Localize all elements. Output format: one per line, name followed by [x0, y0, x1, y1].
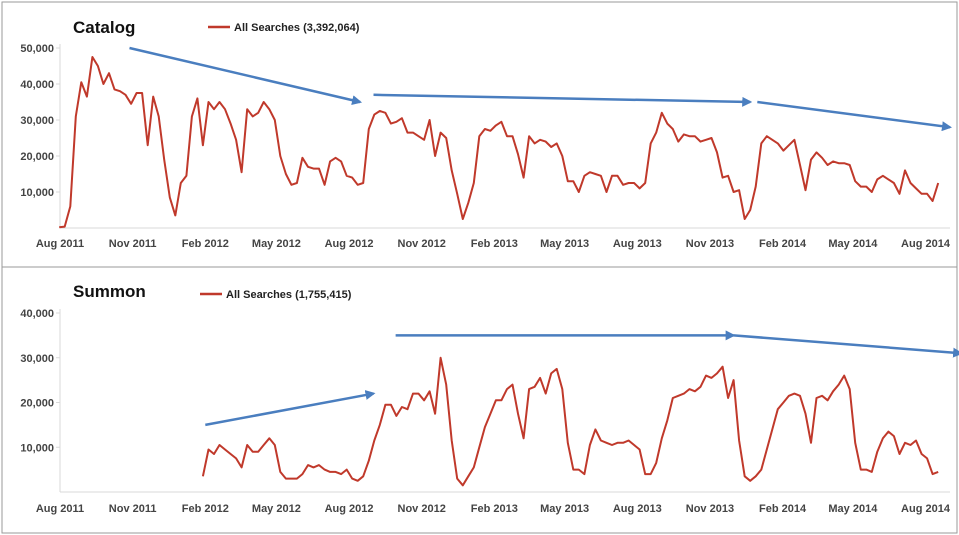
series-line — [201, 356, 939, 487]
x-tick-label: May 2013 — [540, 503, 589, 515]
x-tick-label: Nov 2013 — [686, 238, 734, 250]
x-tick-label: May 2014 — [828, 503, 878, 515]
y-tick-label: 20,000 — [20, 398, 54, 410]
y-tick-label: 10,000 — [20, 187, 54, 199]
x-tick-label: Feb 2014 — [759, 238, 807, 250]
x-tick-label: Nov 2013 — [686, 503, 734, 515]
x-tick-label: Nov 2012 — [398, 503, 446, 515]
y-tick-label: 20,000 — [20, 151, 54, 163]
x-tick-label: Nov 2011 — [109, 238, 157, 250]
legend-label: All Searches (3,392,064) — [234, 22, 360, 34]
x-tick-label: Aug 2013 — [613, 503, 662, 515]
trend-arrow — [373, 93, 753, 107]
trend-arrow — [733, 334, 959, 358]
x-tick-label: Feb 2012 — [182, 503, 229, 515]
x-tick-label: Aug 2011 — [36, 503, 84, 515]
y-tick-label: 10,000 — [20, 442, 54, 454]
trend-arrow — [757, 100, 952, 132]
x-tick-label: May 2014 — [828, 238, 878, 250]
x-tick-label: Feb 2013 — [471, 503, 518, 515]
x-tick-label: Aug 2014 — [901, 503, 951, 515]
series-line — [59, 56, 940, 229]
x-tick-label: Nov 2012 — [398, 238, 446, 250]
legend-label: All Searches (1,755,415) — [226, 289, 352, 301]
y-tick-label: 30,000 — [20, 115, 54, 127]
x-tick-label: May 2012 — [252, 238, 301, 250]
x-tick-label: Aug 2011 — [36, 238, 84, 250]
x-tick-label: Feb 2013 — [471, 238, 518, 250]
x-tick-label: Nov 2011 — [109, 503, 157, 515]
y-tick-label: 50,000 — [20, 43, 54, 55]
x-tick-label: Aug 2014 — [901, 238, 951, 250]
x-tick-label: May 2012 — [252, 503, 301, 515]
x-tick-label: May 2013 — [540, 238, 589, 250]
y-tick-label: 40,000 — [20, 79, 54, 91]
x-tick-label: Aug 2012 — [325, 238, 374, 250]
x-tick-label: Aug 2013 — [613, 238, 662, 250]
chart-title: Summon — [73, 282, 146, 301]
x-tick-label: Feb 2014 — [759, 503, 807, 515]
y-tick-label: 30,000 — [20, 353, 54, 365]
y-tick-label: 40,000 — [20, 308, 54, 320]
chart-title: Catalog — [73, 18, 135, 37]
trend-arrow — [129, 46, 363, 106]
x-tick-label: Aug 2012 — [325, 503, 374, 515]
panel-frame — [1, 266, 958, 534]
x-tick-label: Feb 2012 — [182, 238, 229, 250]
trend-arrow — [205, 390, 376, 427]
